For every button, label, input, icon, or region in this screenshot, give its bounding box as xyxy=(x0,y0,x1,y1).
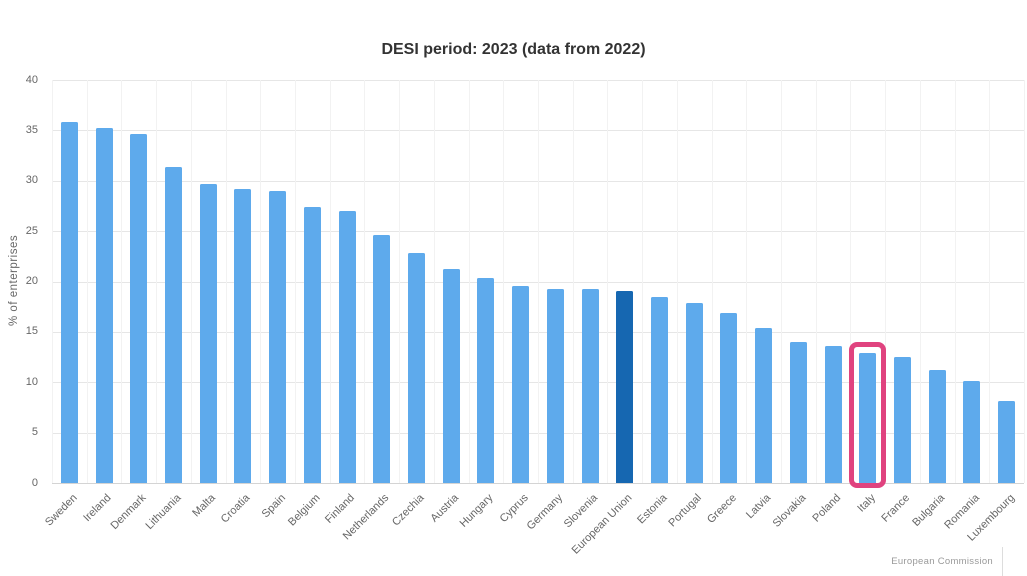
bar-lithuania[interactable] xyxy=(165,166,182,483)
x-tick-label-ireland: Ireland xyxy=(81,491,114,525)
x-gridline xyxy=(572,80,574,483)
x-tick-label-greece: Greece xyxy=(704,491,739,526)
x-gridline xyxy=(607,80,609,483)
x-tick-label-lithuania: Lithuania xyxy=(143,491,184,532)
x-gridline xyxy=(815,80,817,483)
x-gridline xyxy=(989,80,991,483)
bar-malta[interactable] xyxy=(199,183,217,483)
bar-portugal[interactable] xyxy=(685,302,703,483)
x-tick-label-sweden: Sweden xyxy=(42,491,80,529)
x-gridline xyxy=(364,80,366,483)
x-gridline xyxy=(919,80,921,483)
bar-estonia[interactable] xyxy=(651,296,668,483)
x-gridline xyxy=(329,80,331,483)
bar-greece[interactable] xyxy=(720,312,738,483)
x-gridline xyxy=(190,80,192,483)
x-gridline xyxy=(781,80,782,483)
bar-latvia[interactable] xyxy=(755,327,773,483)
bar-france[interactable] xyxy=(894,357,911,483)
x-tick-label-france: France xyxy=(879,491,913,525)
x-gridline xyxy=(156,80,158,483)
x-gridline xyxy=(538,80,539,483)
bar-poland[interactable] xyxy=(824,345,842,483)
x-gridline xyxy=(433,80,435,483)
bar-hungary[interactable] xyxy=(477,278,495,483)
x-tick-label-germany: Germany xyxy=(524,491,566,533)
x-gridline xyxy=(746,80,748,483)
x-gridline xyxy=(225,80,227,483)
x-gridline xyxy=(1024,80,1025,483)
bar-finland[interactable] xyxy=(338,210,356,483)
x-gridline xyxy=(468,80,470,483)
x-gridline xyxy=(885,80,887,483)
y-tick-label: 10 xyxy=(25,375,38,388)
y-tick-label: 20 xyxy=(25,275,38,287)
bar-netherlands[interactable] xyxy=(373,235,391,483)
x-gridline xyxy=(711,80,713,483)
x-tick-label-malta: Malta xyxy=(190,491,219,520)
x-gridline xyxy=(676,80,678,483)
bar-italy[interactable] xyxy=(859,353,877,483)
chart-title: DESI period: 2023 (data from 2022) xyxy=(381,41,646,58)
x-gridline xyxy=(850,80,852,483)
bar-bulgaria[interactable] xyxy=(928,370,946,483)
x-gridline xyxy=(642,80,644,483)
x-tick-label-latvia: Latvia xyxy=(744,491,774,522)
x-tick-label-estonia: Estonia xyxy=(634,491,670,527)
bar-cyprus[interactable] xyxy=(512,285,530,483)
x-tick-label-bulgaria: Bulgaria xyxy=(910,491,948,529)
x-tick-label-italy: Italy xyxy=(854,491,878,515)
x-tick-label-slovakia: Slovakia xyxy=(770,491,809,530)
credits-text: European Commission xyxy=(891,556,993,567)
x-tick-label-european-union: European Union xyxy=(569,491,635,557)
x-gridline xyxy=(503,80,505,483)
x-tick-label-czechia: Czechia xyxy=(389,491,427,529)
bar-croatia[interactable] xyxy=(234,188,252,483)
bar-european-union[interactable] xyxy=(616,290,634,483)
bar-slovenia[interactable] xyxy=(581,288,599,483)
y-tick-label: 15 xyxy=(25,325,38,338)
bar-germany[interactable] xyxy=(546,288,564,483)
y-tick-label: 30 xyxy=(25,174,38,187)
y-tick-label: 5 xyxy=(31,426,38,439)
bar-belgium[interactable] xyxy=(303,206,321,483)
x-tick-label-belgium: Belgium xyxy=(285,491,323,529)
x-gridline xyxy=(295,80,296,483)
x-axis-line xyxy=(52,483,1024,484)
x-gridline xyxy=(260,80,262,483)
y-tick-label: 40 xyxy=(25,73,38,86)
x-gridline xyxy=(954,80,956,483)
highlight-box-italy xyxy=(849,342,887,488)
y-tick-label: 0 xyxy=(31,476,38,489)
bar-luxembourg[interactable] xyxy=(998,401,1016,483)
bar-spain[interactable] xyxy=(269,190,287,483)
credits: European Commission xyxy=(891,547,1003,576)
bar-austria[interactable] xyxy=(442,269,460,483)
bar-romania[interactable] xyxy=(963,381,981,483)
x-gridline xyxy=(86,80,88,483)
y-tick-label: 35 xyxy=(25,123,38,136)
x-tick-label-spain: Spain xyxy=(259,491,288,521)
y-tick-label: 25 xyxy=(25,224,38,237)
bar-czechia[interactable] xyxy=(408,253,425,483)
bar-denmark[interactable] xyxy=(130,134,148,483)
x-tick-label-croatia: Croatia xyxy=(219,491,253,526)
x-gridline xyxy=(52,80,53,483)
x-tick-label-portugal: Portugal xyxy=(666,491,705,530)
x-tick-label-hungary: Hungary xyxy=(457,491,496,530)
bar-sweden[interactable] xyxy=(60,122,78,483)
bar-ireland[interactable] xyxy=(95,128,113,483)
x-gridline xyxy=(121,80,123,483)
bar-slovakia[interactable] xyxy=(789,341,807,483)
x-tick-label-poland: Poland xyxy=(810,491,843,525)
x-gridline xyxy=(399,80,401,483)
x-tick-label-denmark: Denmark xyxy=(108,491,149,532)
